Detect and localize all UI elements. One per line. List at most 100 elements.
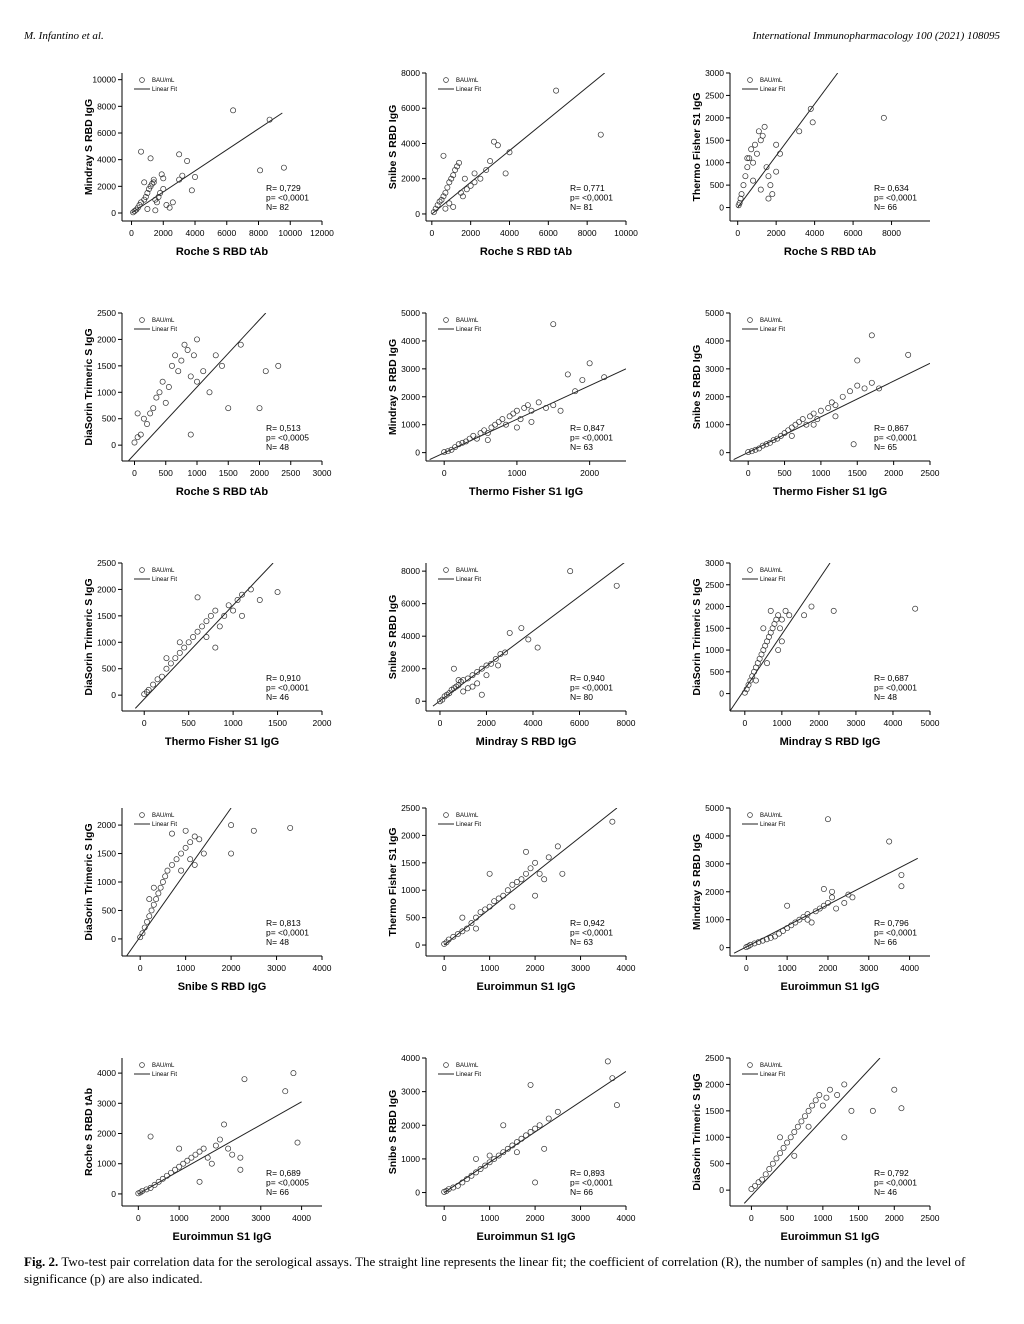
y-tick-label: 2500	[97, 558, 116, 568]
x-tick-label: 500	[780, 1213, 794, 1223]
y-tick-label: 1500	[97, 849, 116, 859]
y-axis-title: Thermo Fisher S1 IgG	[691, 92, 703, 201]
x-tick-label: 6000	[570, 718, 589, 728]
data-point	[192, 174, 198, 180]
x-axis-title: Thermo Fisher S1 IgG	[165, 736, 279, 748]
data-point	[488, 424, 495, 431]
legend-label-fit: Linear Fit	[760, 1072, 785, 1078]
y-axis-title: Snibe S RBD IgG	[691, 345, 703, 430]
data-point	[868, 379, 875, 386]
data-point	[194, 628, 201, 635]
data-point	[841, 1134, 848, 1141]
x-tick-label: 0	[746, 468, 751, 478]
r-value: R= 0,729	[266, 183, 301, 193]
data-point	[163, 1172, 170, 1179]
legend-label-points: BAU/mL	[760, 78, 783, 84]
data-point	[506, 413, 513, 420]
data-point	[825, 816, 831, 823]
x-tick-label: 6000	[844, 228, 863, 238]
n-value: N= 66	[266, 1187, 289, 1197]
data-point	[154, 676, 161, 683]
data-point	[808, 603, 815, 610]
data-point	[804, 916, 811, 923]
data-point	[774, 435, 781, 442]
scatter-chart: 0 1000 2000 0 1000 2000 3000 4000 5000 BAU/mL Line…	[384, 305, 704, 525]
legend-label-points: BAU/mL	[456, 318, 479, 324]
data-point	[440, 152, 447, 159]
data-point	[456, 159, 462, 166]
x-tick-label: 4000	[884, 718, 903, 728]
n-value: N= 66	[874, 937, 897, 947]
data-point	[763, 164, 770, 171]
data-point	[155, 890, 162, 897]
y-tick-label: 2000	[97, 181, 116, 191]
data-point	[868, 332, 875, 339]
data-point	[760, 625, 767, 632]
data-point	[176, 639, 183, 646]
legend-point-marker	[139, 77, 145, 83]
legend-point-marker	[139, 317, 145, 323]
y-tick-label: 0	[719, 943, 724, 953]
y-tick-label: 3000	[401, 1087, 420, 1097]
y-tick-label: 0	[719, 689, 724, 699]
data-point	[491, 898, 498, 905]
data-point	[459, 1179, 466, 1186]
x-tick-label: 2000	[526, 963, 545, 973]
scatter-chart: 0 1000 2000 3000 4000 0 1000 2000 3000 4000 BAU/mL…	[80, 1050, 400, 1270]
data-point	[178, 357, 185, 364]
data-point	[455, 677, 462, 684]
data-point	[782, 607, 789, 614]
data-point	[155, 194, 162, 200]
y-tick-label: 8000	[401, 566, 420, 576]
data-point	[144, 918, 150, 925]
x-tick-label: 3000	[571, 963, 590, 973]
linear-fit-line	[743, 1058, 881, 1204]
data-point	[752, 677, 759, 684]
data-point	[744, 155, 751, 162]
data-point	[133, 206, 140, 213]
data-point	[492, 656, 499, 662]
x-axis-title: Euroimmun S1 IgG	[780, 1231, 879, 1243]
data-point	[773, 141, 780, 148]
data-point	[564, 371, 571, 378]
data-point	[543, 404, 549, 411]
data-point	[912, 605, 919, 612]
x-tick-label: 4000	[500, 228, 519, 238]
scatter-svg: 0 500 1000 1500 2000 2500 0 500 1000 1500 2000 2500…	[691, 1053, 940, 1243]
data-point	[178, 850, 185, 857]
y-axis-title: Mindray S RBD IgG	[83, 99, 95, 195]
y-tick-label: 0	[719, 1185, 724, 1195]
data-point	[482, 906, 489, 913]
data-point	[778, 616, 785, 623]
data-point	[450, 172, 457, 179]
data-point	[139, 930, 146, 937]
legend-point-marker	[747, 812, 753, 818]
data-point	[532, 859, 539, 866]
y-axis-title: Snibe S RBD IgG	[387, 105, 399, 190]
data-point	[471, 170, 478, 177]
data-point	[461, 175, 468, 182]
r-value: R= 0,893	[570, 1168, 605, 1178]
y-tick-label: 500	[406, 913, 420, 923]
data-point	[188, 1154, 195, 1161]
x-tick-label: 0	[442, 1213, 447, 1223]
data-point	[786, 612, 793, 619]
data-point	[234, 597, 241, 603]
y-tick-label: 4000	[705, 831, 724, 841]
data-point	[747, 941, 754, 948]
x-tick-label: 1000	[170, 1213, 189, 1223]
x-axis-title: Snibe S RBD IgG	[178, 981, 267, 993]
y-tick-label: 1000	[705, 158, 724, 168]
data-point	[777, 150, 783, 157]
data-point	[436, 198, 443, 205]
data-point	[221, 612, 228, 619]
x-tick-label: 4000	[900, 963, 919, 973]
n-value: N= 48	[266, 442, 289, 452]
data-point	[788, 424, 795, 431]
y-tick-label: 3000	[705, 558, 724, 568]
data-point	[764, 660, 770, 667]
x-tick-label: 2000	[313, 718, 332, 728]
data-point	[184, 1157, 191, 1164]
linear-fit-line	[730, 563, 831, 711]
data-point	[187, 839, 194, 846]
